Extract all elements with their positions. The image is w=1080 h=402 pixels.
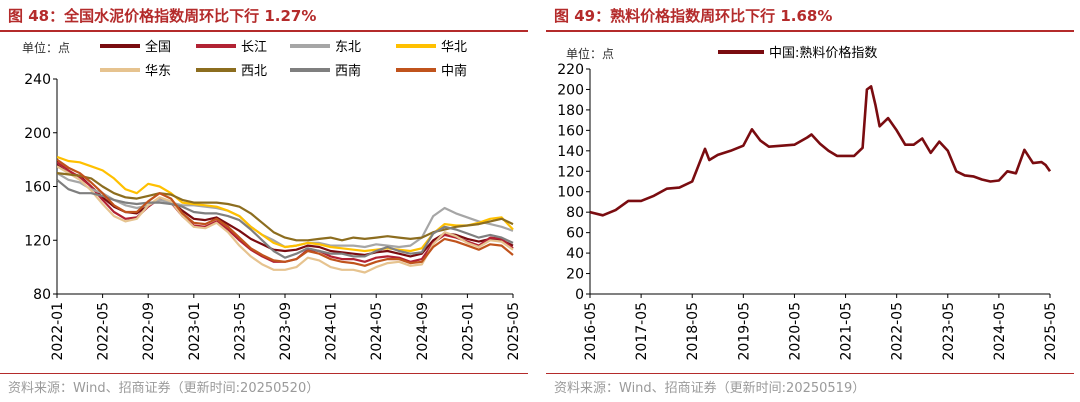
legend-label: 西北: [241, 64, 267, 79]
series-line-华东: [57, 165, 514, 274]
x-tick-label: 2018-05: [685, 302, 701, 361]
x-tick-label: 2021-05: [839, 302, 855, 361]
x-tick-label: 2017-05: [634, 302, 650, 361]
x-tick-label: 2024-09: [415, 302, 431, 361]
legend-label: 中国:熟料价格指数: [769, 45, 877, 61]
right-chart-panel: 图 49：熟料价格指数周环比下行 1.68% 单位：点 0 20 40 60 80 100…: [546, 0, 1078, 402]
right-title-rule: [546, 30, 1074, 32]
x-tick-label: 2023-01: [187, 302, 203, 361]
x-tick-label: 2024-05: [369, 302, 385, 361]
x-tick-label: 2016-05: [583, 302, 599, 361]
series-line-西南: [57, 178, 514, 259]
right-unit-label: 单位：点: [566, 46, 614, 61]
x-tick-label: 2020-05: [787, 302, 803, 361]
left-source-note: 资料来源：Wind、招商证券（更新时间:20250520）: [8, 381, 320, 396]
legend-label: 长江: [241, 40, 267, 55]
x-tick-label: 2025-05: [506, 302, 522, 361]
y-tick-label: 160: [557, 123, 584, 139]
left-bottom-rule: [0, 373, 528, 374]
y-tick-label: 80: [566, 205, 584, 221]
left-chart-title: 图 48：全国水泥价格指数周环比下行 1.27%: [8, 7, 317, 25]
x-tick-label: 2022-09: [141, 302, 157, 361]
y-tick-label: 120: [557, 164, 584, 180]
x-tick-label: 2023-05: [941, 302, 957, 361]
y-tick-label: 40: [566, 246, 584, 262]
series-line-中南: [57, 158, 514, 267]
right-bottom-rule: [546, 373, 1074, 374]
y-tick-label: 140: [557, 144, 584, 160]
y-tick-label: 120: [24, 233, 51, 249]
clinker-price-index-chart: 单位：点 0 20 40 60 80 100 120 140 160 180 200 220 2016-…: [557, 45, 1059, 361]
y-tick-label: 240: [24, 72, 51, 88]
series-line-全国: [57, 164, 514, 258]
left-title-rule: [0, 30, 528, 32]
right-chart-title: 图 49：熟料价格指数周环比下行 1.68%: [554, 7, 833, 25]
x-tick-label: 2022-05: [96, 302, 112, 361]
y-tick-label: 220: [557, 62, 584, 78]
series-line-中国:熟料价格指数: [590, 85, 1052, 217]
x-tick-label: 2025-01: [460, 302, 476, 361]
legend-label: 华北: [441, 40, 467, 55]
legend-label: 中南: [441, 63, 467, 79]
cement-price-index-chart: 单位：点 80 120 160 200 240 2022-01 2022-05 2022-09…: [22, 39, 522, 361]
x-tick-label: 2025-05: [1043, 302, 1059, 361]
series-line-西北: [57, 172, 514, 242]
right-source-note: 资料来源：Wind、招商证券（更新时间:20250519）: [554, 381, 866, 396]
y-tick-label: 80: [33, 287, 51, 303]
y-tick-label: 160: [24, 180, 51, 196]
y-tick-label: 180: [557, 103, 584, 119]
x-tick-label: 2022-05: [890, 302, 906, 361]
y-tick-label: 60: [566, 226, 584, 242]
legend-label: 全国: [145, 39, 171, 55]
x-tick-label: 2022-01: [50, 302, 66, 361]
x-tick-label: 2024-01: [324, 302, 340, 361]
legend-label: 西南: [335, 63, 361, 79]
x-tick-label: 2023-05: [232, 302, 248, 361]
y-tick-label: 200: [557, 82, 584, 98]
y-tick-label: 20: [566, 267, 584, 283]
legend-label: 华东: [145, 64, 171, 79]
y-tick-label: 200: [24, 126, 51, 142]
x-tick-label: 2023-09: [278, 302, 294, 361]
y-tick-label: 0: [575, 287, 584, 303]
y-tick-label: 100: [557, 185, 584, 201]
left-chart-panel: 图 48：全国水泥价格指数周环比下行 1.27% 单位：点 80 120 160 20…: [0, 0, 532, 402]
legend-label: 东北: [335, 40, 361, 55]
left-unit-label: 单位：点: [22, 40, 70, 55]
x-tick-label: 2024-05: [992, 302, 1008, 361]
x-tick-label: 2019-05: [736, 302, 752, 361]
